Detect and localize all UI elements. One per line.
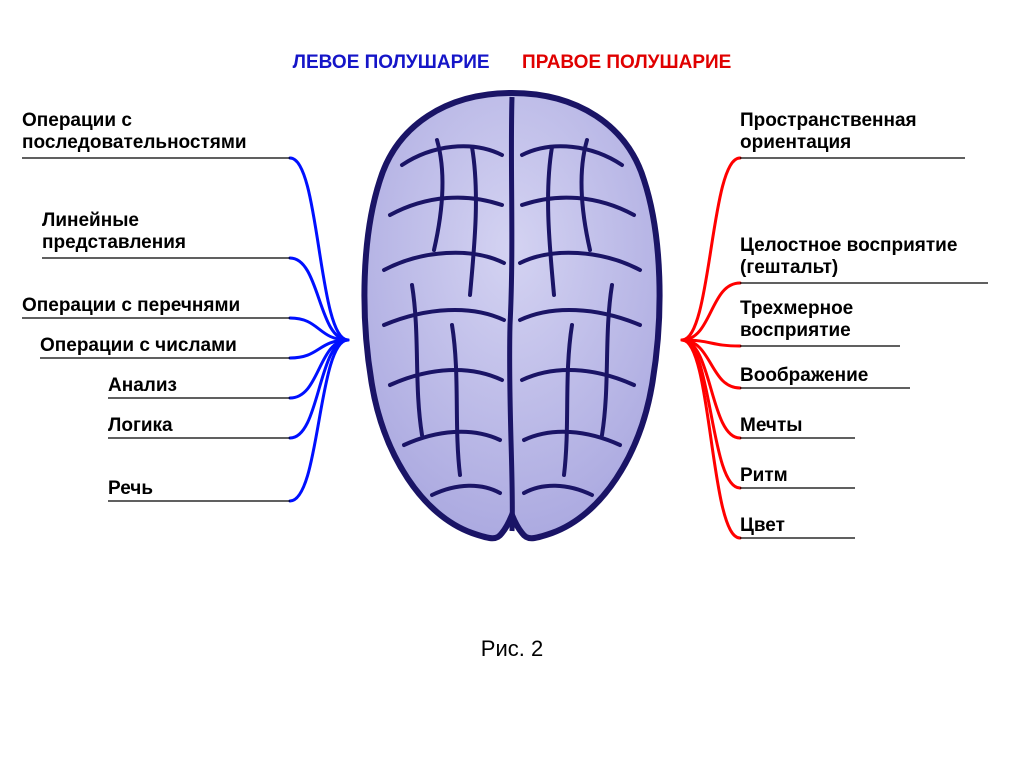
figure-caption: Рис. 2 (0, 636, 1024, 662)
right-function-label: Цвет (740, 515, 785, 537)
left-function-label: Речь (108, 478, 153, 500)
left-function-label: Анализ (108, 375, 177, 397)
brain-illustration (342, 85, 682, 545)
right-function-label: Трехмерноевосприятие (740, 298, 853, 342)
right-function-label: Мечты (740, 415, 802, 437)
left-function-label: Операции споследовательностями (22, 110, 247, 154)
left-function-label: Операции с числами (40, 335, 237, 357)
left-hemisphere-title: ЛЕВОЕ ПОЛУШАРИЕ (293, 52, 490, 74)
diagram-container: ЛЕВОЕ ПОЛУШАРИЕ ПРАВОЕ ПОЛУШАРИЕ (0, 0, 1024, 767)
right-function-label: Ритм (740, 465, 788, 487)
left-function-label: Логика (108, 415, 173, 437)
left-function-label: Линейныепредставления (42, 210, 186, 254)
header: ЛЕВОЕ ПОЛУШАРИЕ ПРАВОЕ ПОЛУШАРИЕ (0, 52, 1024, 74)
left-function-label: Операции с перечнями (22, 295, 240, 317)
brain-icon (342, 85, 682, 545)
right-function-label: Воображение (740, 365, 868, 387)
right-hemisphere-title: ПРАВОЕ ПОЛУШАРИЕ (522, 52, 731, 74)
right-function-label: Пространственнаяориентация (740, 110, 917, 154)
right-function-label: Целостное восприятие(гештальт) (740, 235, 957, 279)
